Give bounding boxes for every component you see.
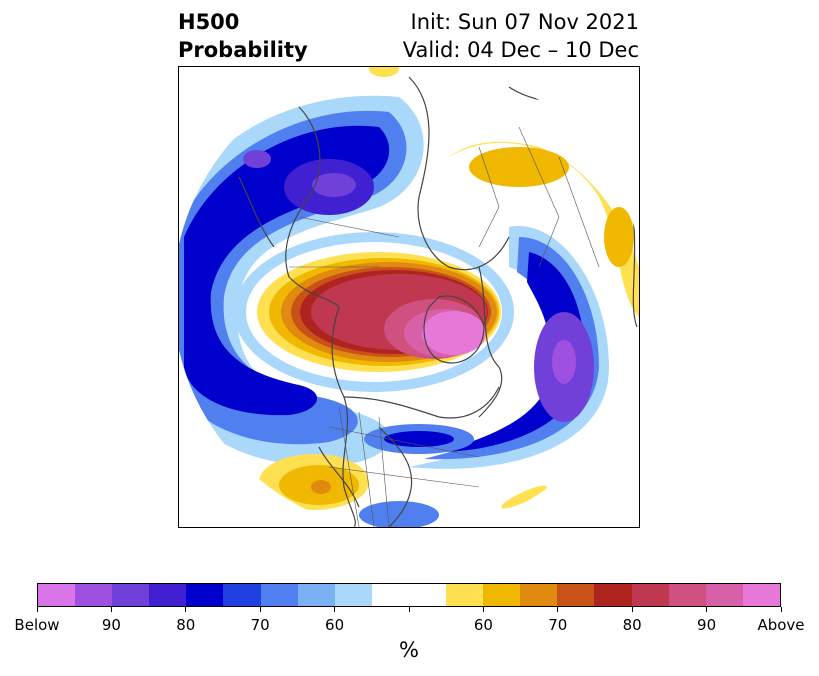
colorbar-segment xyxy=(371,584,409,606)
colorbar-tick xyxy=(408,607,410,612)
map-shade xyxy=(312,173,356,197)
colorbar-segment xyxy=(557,584,595,606)
map-shade xyxy=(311,480,331,494)
title-init: Init: Sun 07 Nov 2021 xyxy=(410,10,639,34)
colorbar-segment xyxy=(260,584,298,606)
colorbar-segment xyxy=(75,584,113,606)
colorbar-tick xyxy=(110,607,112,612)
colorbar-segment xyxy=(149,584,187,606)
colorbar-tick-label: 70 xyxy=(548,616,568,634)
colorbar-segment xyxy=(112,584,150,606)
colorbar-tick-label: 70 xyxy=(250,616,270,634)
colorbar-segment xyxy=(334,584,372,606)
map-shade xyxy=(449,141,639,317)
colorbar-tick xyxy=(780,607,782,612)
title-variable: H500 xyxy=(178,10,240,34)
colorbar-segment xyxy=(186,584,224,606)
title-left: H500 Probability xyxy=(178,8,308,64)
colorbar-tick-label: 60 xyxy=(325,616,345,634)
map-shade xyxy=(604,207,634,267)
colorbar-tick xyxy=(706,607,708,612)
colorbar-tick-label: 80 xyxy=(622,616,642,634)
colorbar-segment xyxy=(408,584,447,606)
map-shade xyxy=(501,485,547,509)
title-product: Probability xyxy=(178,38,308,62)
colorbar-segment xyxy=(520,584,558,606)
map-canvas xyxy=(179,67,639,527)
colorbar-segment xyxy=(742,584,780,606)
colorbar-tick xyxy=(36,607,38,612)
map-shade xyxy=(384,431,454,447)
colorbar-tick xyxy=(334,607,336,612)
colorbar-segment xyxy=(594,584,632,606)
colorbar-segment xyxy=(631,584,669,606)
map-shade xyxy=(552,340,576,384)
colorbar-tick-label: Below xyxy=(14,616,60,634)
colorbar-tick-label: 90 xyxy=(697,616,717,634)
colorbar-segment xyxy=(38,584,76,606)
colorbar-segment xyxy=(446,584,484,606)
probability-map xyxy=(178,66,640,528)
map-shade xyxy=(184,125,390,416)
colorbar-unit-label: % xyxy=(399,638,419,662)
colorbar-segment xyxy=(297,584,335,606)
colorbar-tick xyxy=(259,607,261,612)
colorbar-segment xyxy=(483,584,521,606)
colorbar-tick xyxy=(482,607,484,612)
map-shade xyxy=(422,311,486,355)
colorbar-tick-label: 60 xyxy=(473,616,493,634)
colorbar-tick-label: 80 xyxy=(176,616,196,634)
colorbar xyxy=(37,583,781,607)
map-shade xyxy=(369,67,399,77)
title-valid: Valid: 04 Dec – 10 Dec xyxy=(402,38,639,62)
map-shade xyxy=(243,150,271,168)
colorbar-tick xyxy=(185,607,187,612)
map-shade xyxy=(469,147,569,187)
title-right: Init: Sun 07 Nov 2021 Valid: 04 Dec – 10… xyxy=(403,8,639,64)
colorbar-segment xyxy=(223,584,261,606)
colorbar-tick-label: 90 xyxy=(101,616,121,634)
colorbar-tick xyxy=(557,607,559,612)
political-borders xyxy=(289,126,600,527)
colorbar-tick-label: Above xyxy=(757,616,805,634)
colorbar-segment xyxy=(668,584,706,606)
colorbar-segment xyxy=(705,584,743,606)
colorbar-tick xyxy=(631,607,633,612)
